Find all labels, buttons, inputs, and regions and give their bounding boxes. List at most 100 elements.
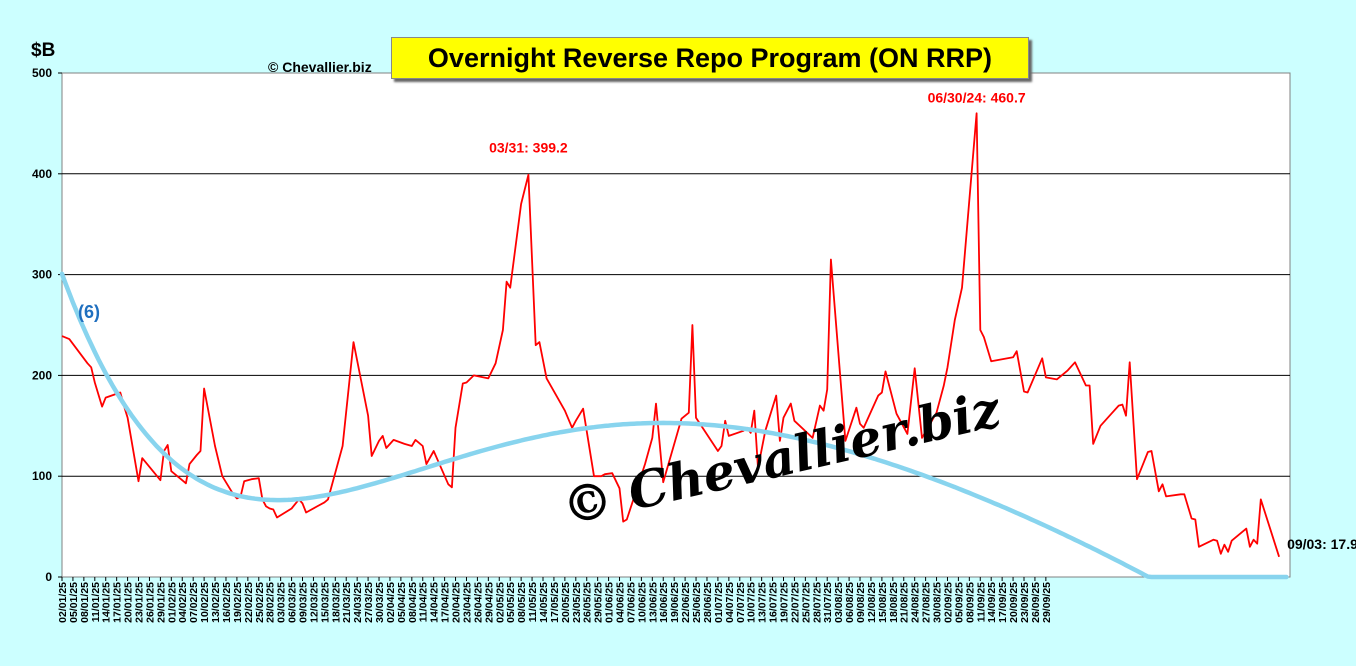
x-tick-label: 24/03/25 bbox=[352, 582, 364, 623]
x-tick-label: 17/04/25 bbox=[440, 582, 452, 623]
x-tick-label: 26/09/25 bbox=[1030, 582, 1042, 623]
annotation-label: 03/31: 399.2 bbox=[489, 140, 568, 156]
x-tick-label: 26/04/25 bbox=[472, 582, 484, 623]
x-tick-label: 15/03/25 bbox=[319, 582, 331, 623]
x-tick-label: 07/07/25 bbox=[735, 582, 747, 623]
x-tick-label: 14/09/25 bbox=[986, 582, 998, 623]
x-tick-label: 01/02/25 bbox=[166, 582, 178, 623]
x-tick-label: 05/04/25 bbox=[396, 582, 408, 623]
x-tick-label: 16/02/25 bbox=[221, 582, 233, 623]
x-tick-label: 18/03/25 bbox=[330, 582, 342, 623]
x-tick-label: 04/02/25 bbox=[177, 582, 189, 623]
x-tick-label: 01/06/25 bbox=[604, 582, 616, 623]
y-tick-label: 500 bbox=[32, 66, 52, 80]
x-tick-label: 02/05/25 bbox=[494, 582, 506, 623]
x-tick-label: 17/09/25 bbox=[997, 582, 1009, 623]
x-tick-label: 13/06/25 bbox=[647, 582, 659, 623]
y-tick-label: 100 bbox=[32, 469, 52, 483]
x-tick-label: 22/06/25 bbox=[680, 582, 692, 623]
x-tick-label: 04/07/25 bbox=[724, 582, 736, 623]
x-tick-label: 01/07/25 bbox=[713, 582, 725, 623]
x-tick-label: 18/08/25 bbox=[888, 582, 900, 623]
x-tick-label: 25/06/25 bbox=[691, 582, 703, 623]
x-tick-label: 07/06/25 bbox=[625, 582, 637, 623]
x-tick-label: 19/02/25 bbox=[232, 582, 244, 623]
x-tick-label: 09/03/25 bbox=[297, 582, 309, 623]
annotations: 03/31: 399.2 06/30/24: 460.7 09/03: 17.923… bbox=[78, 90, 1356, 552]
x-tick-label: 07/02/25 bbox=[188, 582, 200, 623]
y-axis-unit-label: $B bbox=[31, 40, 56, 61]
x-tick-label: 08/01/25 bbox=[79, 582, 91, 623]
series-line-onrrp bbox=[61, 112, 1280, 558]
series-trend-line bbox=[59, 271, 1289, 580]
x-tick-label: 23/01/25 bbox=[134, 582, 146, 623]
x-tick-label: 31/07/25 bbox=[822, 582, 834, 623]
x-tick-label: 15/08/25 bbox=[877, 582, 889, 623]
annotation-label: 06/30/24: 460.7 bbox=[928, 90, 1026, 106]
x-tick-label: 08/09/25 bbox=[964, 582, 976, 623]
x-tick-label: 17/01/25 bbox=[112, 582, 124, 623]
x-tick-label: 09/08/25 bbox=[855, 582, 867, 623]
x-tick-label: 16/07/25 bbox=[768, 582, 780, 623]
x-tick-label: 02/01/25 bbox=[57, 582, 69, 623]
x-tick-label: 13/02/25 bbox=[210, 582, 222, 623]
x-tick-label: 06/03/25 bbox=[287, 582, 299, 623]
x-tick-label: 22/07/25 bbox=[789, 582, 801, 623]
x-tick-label: 23/05/25 bbox=[571, 582, 583, 623]
plot-area bbox=[61, 72, 1291, 578]
x-tick-label: 28/07/25 bbox=[811, 582, 823, 623]
x-tick-label: 20/05/25 bbox=[560, 582, 572, 623]
x-tick-label: 21/03/25 bbox=[341, 582, 353, 623]
copyright-text: © Chevallier.biz bbox=[268, 59, 372, 75]
x-tick-label: 02/09/25 bbox=[942, 582, 954, 623]
x-tick-label: 03/08/25 bbox=[833, 582, 845, 623]
x-tick-label: 21/08/25 bbox=[899, 582, 911, 623]
x-tick-label: 11/01/25 bbox=[90, 582, 102, 622]
trend-order-label: (6) bbox=[78, 302, 100, 322]
y-tick-label: 0 bbox=[45, 570, 52, 584]
x-tick-label: 26/01/25 bbox=[144, 582, 156, 623]
y-tick-label: 300 bbox=[32, 268, 52, 282]
x-tick-label: 22/02/25 bbox=[243, 582, 255, 623]
x-tick-label: 12/03/25 bbox=[308, 582, 320, 623]
x-tick-label: 08/04/25 bbox=[407, 582, 419, 623]
x-tick-label: 27/08/25 bbox=[921, 582, 933, 623]
x-tick-label: 05/09/25 bbox=[953, 582, 965, 623]
x-tick-label: 02/04/25 bbox=[385, 582, 397, 623]
x-tick-label: 12/08/25 bbox=[866, 582, 878, 623]
x-tick-label: 04/06/25 bbox=[615, 582, 627, 623]
x-tick-label: 11/09/25 bbox=[975, 582, 987, 622]
x-tick-label: 30/03/25 bbox=[374, 582, 386, 623]
x-tick-label: 11/05/25 bbox=[527, 582, 539, 622]
x-tick-label: 27/03/25 bbox=[363, 582, 375, 623]
x-tick-label: 30/08/25 bbox=[932, 582, 944, 623]
x-tick-label: 29/05/25 bbox=[593, 582, 605, 623]
x-tick-label: 25/07/25 bbox=[800, 582, 812, 623]
x-tick-label: 10/02/25 bbox=[199, 582, 211, 623]
x-tick-label: 29/01/25 bbox=[155, 582, 167, 623]
x-tick-label: 19/06/25 bbox=[669, 582, 681, 623]
x-tick-label: 28/06/25 bbox=[702, 582, 714, 623]
x-tick-label: 10/07/25 bbox=[746, 582, 758, 623]
y-axis-ticks: 0 100 200 300 400 500 bbox=[32, 66, 62, 584]
x-tick-label: 26/05/25 bbox=[582, 582, 594, 623]
y-tick-label: 400 bbox=[32, 167, 52, 181]
x-tick-label: 10/06/25 bbox=[636, 582, 648, 623]
x-axis-ticks: 02/01/2505/01/2508/01/2511/01/2514/01/25… bbox=[57, 577, 1053, 623]
x-tick-label: 29/09/25 bbox=[1041, 582, 1053, 623]
x-tick-label: 20/09/25 bbox=[1008, 582, 1020, 623]
x-tick-label: 23/09/25 bbox=[1019, 582, 1031, 623]
x-tick-label: 28/02/25 bbox=[265, 582, 277, 623]
x-tick-label: 13/07/25 bbox=[757, 582, 769, 623]
x-tick-label: 16/06/25 bbox=[658, 582, 670, 623]
x-tick-label: 05/01/25 bbox=[68, 582, 80, 623]
x-tick-label: 14/05/25 bbox=[538, 582, 550, 623]
x-tick-label: 25/02/25 bbox=[254, 582, 266, 623]
x-tick-label: 23/04/25 bbox=[461, 582, 473, 623]
x-tick-label: 17/05/25 bbox=[549, 582, 561, 623]
x-tick-label: 03/03/25 bbox=[276, 582, 288, 623]
x-tick-label: 14/04/25 bbox=[429, 582, 441, 623]
x-tick-label: 20/01/25 bbox=[123, 582, 135, 623]
chart-title: Overnight Reverse Repo Program (ON RRP) bbox=[391, 37, 1029, 79]
